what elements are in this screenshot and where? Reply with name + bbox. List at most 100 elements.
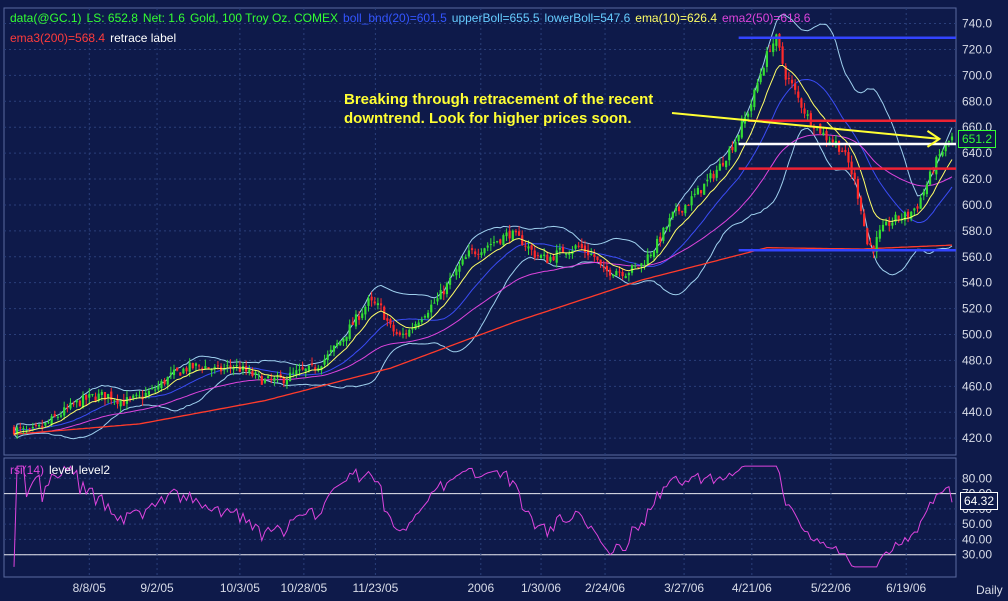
legend-entry: retrace label bbox=[110, 31, 177, 45]
candle-body bbox=[210, 369, 213, 371]
y-tick-label: 560.0 bbox=[962, 250, 992, 264]
y-tick-label: 520.0 bbox=[962, 302, 992, 316]
candle-body bbox=[166, 376, 169, 385]
candle-body bbox=[615, 271, 618, 276]
candle-body bbox=[320, 366, 323, 371]
candle-body bbox=[643, 264, 646, 266]
candle-body bbox=[916, 206, 919, 209]
candle-body bbox=[712, 173, 715, 179]
ema50-line bbox=[13, 134, 953, 435]
candle-body bbox=[737, 135, 740, 141]
legend-entry: ema2(50)=618.6 bbox=[722, 11, 811, 25]
candle-body bbox=[226, 365, 229, 367]
candle-body bbox=[376, 303, 380, 306]
x-tick-label: 2/24/06 bbox=[585, 581, 625, 595]
candle-body bbox=[530, 245, 533, 250]
candle-body bbox=[395, 332, 398, 334]
candle-body bbox=[932, 171, 935, 173]
candle-body bbox=[182, 368, 185, 374]
candle-body bbox=[88, 394, 91, 398]
candle-body bbox=[875, 237, 878, 253]
candle-body bbox=[809, 113, 812, 126]
x-tick-label: 9/2/05 bbox=[140, 581, 174, 595]
candle-body bbox=[690, 196, 693, 206]
candle-body bbox=[834, 140, 838, 144]
candle-body bbox=[555, 250, 558, 263]
candle-body bbox=[373, 301, 376, 304]
candle-body bbox=[869, 243, 872, 246]
candle-body bbox=[354, 314, 358, 327]
candle-body bbox=[580, 243, 583, 248]
candle-body bbox=[800, 98, 803, 108]
candle-body bbox=[128, 397, 132, 399]
candle-body bbox=[345, 336, 348, 341]
candle-body bbox=[474, 251, 477, 255]
candle-body bbox=[928, 171, 932, 185]
y-tick-label: 700.0 bbox=[962, 68, 992, 82]
last-price-tag: 651.2 bbox=[958, 130, 997, 148]
rsi-tick-label: 80.00 bbox=[962, 471, 992, 485]
candle-body bbox=[285, 379, 289, 385]
candle-body bbox=[448, 277, 452, 285]
candle-body bbox=[94, 396, 97, 401]
price-panel bbox=[3, 7, 957, 456]
candle-body bbox=[734, 141, 737, 152]
candle-body bbox=[762, 68, 765, 76]
x-tick-label: 2006 bbox=[467, 581, 494, 595]
candle-body bbox=[847, 152, 850, 163]
rsi-legend: rsi(14) level level2 bbox=[10, 463, 115, 477]
candle-body bbox=[552, 256, 555, 261]
candle-body bbox=[772, 43, 775, 53]
candle-body bbox=[113, 400, 116, 402]
candle-body bbox=[831, 139, 834, 143]
candle-body bbox=[81, 395, 85, 408]
candle-body bbox=[28, 428, 31, 430]
candle-body bbox=[640, 263, 643, 267]
candle-body bbox=[891, 222, 894, 226]
candle-body bbox=[292, 372, 295, 374]
candle-body bbox=[856, 178, 859, 199]
candle-body bbox=[169, 372, 172, 375]
candle-body bbox=[768, 50, 772, 52]
ema200-line bbox=[13, 244, 953, 435]
candle-body bbox=[543, 254, 546, 256]
candle-body bbox=[41, 425, 44, 428]
candle-body bbox=[652, 251, 656, 258]
candle-body bbox=[282, 377, 285, 384]
candle-body bbox=[16, 427, 19, 435]
candle-body bbox=[646, 254, 649, 265]
candle-body bbox=[881, 224, 885, 232]
candle-body bbox=[561, 247, 565, 253]
candle-body bbox=[276, 375, 279, 378]
candle-body bbox=[176, 367, 179, 371]
candle-body bbox=[624, 276, 627, 279]
candle-body bbox=[703, 183, 706, 195]
candle-body bbox=[706, 179, 709, 182]
candle-body bbox=[370, 296, 373, 301]
candle-body bbox=[483, 248, 486, 254]
candle-body bbox=[254, 372, 257, 375]
candle-body bbox=[781, 46, 784, 64]
candle-body bbox=[154, 389, 157, 391]
candle-body bbox=[756, 82, 759, 92]
candle-body bbox=[163, 379, 166, 385]
candle-body bbox=[53, 414, 56, 417]
y-tick-label: 620.0 bbox=[962, 172, 992, 186]
candle-body bbox=[235, 364, 238, 366]
legend-entry: rsi(14) bbox=[10, 463, 45, 477]
candle-body bbox=[342, 338, 345, 342]
candle-body bbox=[527, 246, 530, 249]
candle-body bbox=[91, 393, 94, 396]
candle-body bbox=[684, 205, 687, 214]
candle-body bbox=[634, 265, 637, 267]
candle-body bbox=[401, 333, 405, 335]
legend-entry: ema(10)=626.4 bbox=[635, 11, 717, 25]
candle-body bbox=[536, 255, 539, 257]
candle-body bbox=[665, 227, 668, 230]
candle-body bbox=[34, 424, 38, 426]
candle-body bbox=[656, 238, 659, 253]
candle-body bbox=[866, 228, 869, 245]
candle-body bbox=[260, 376, 263, 385]
candle-body bbox=[477, 253, 480, 255]
legend-entry: Net: 1.6 bbox=[142, 11, 185, 25]
